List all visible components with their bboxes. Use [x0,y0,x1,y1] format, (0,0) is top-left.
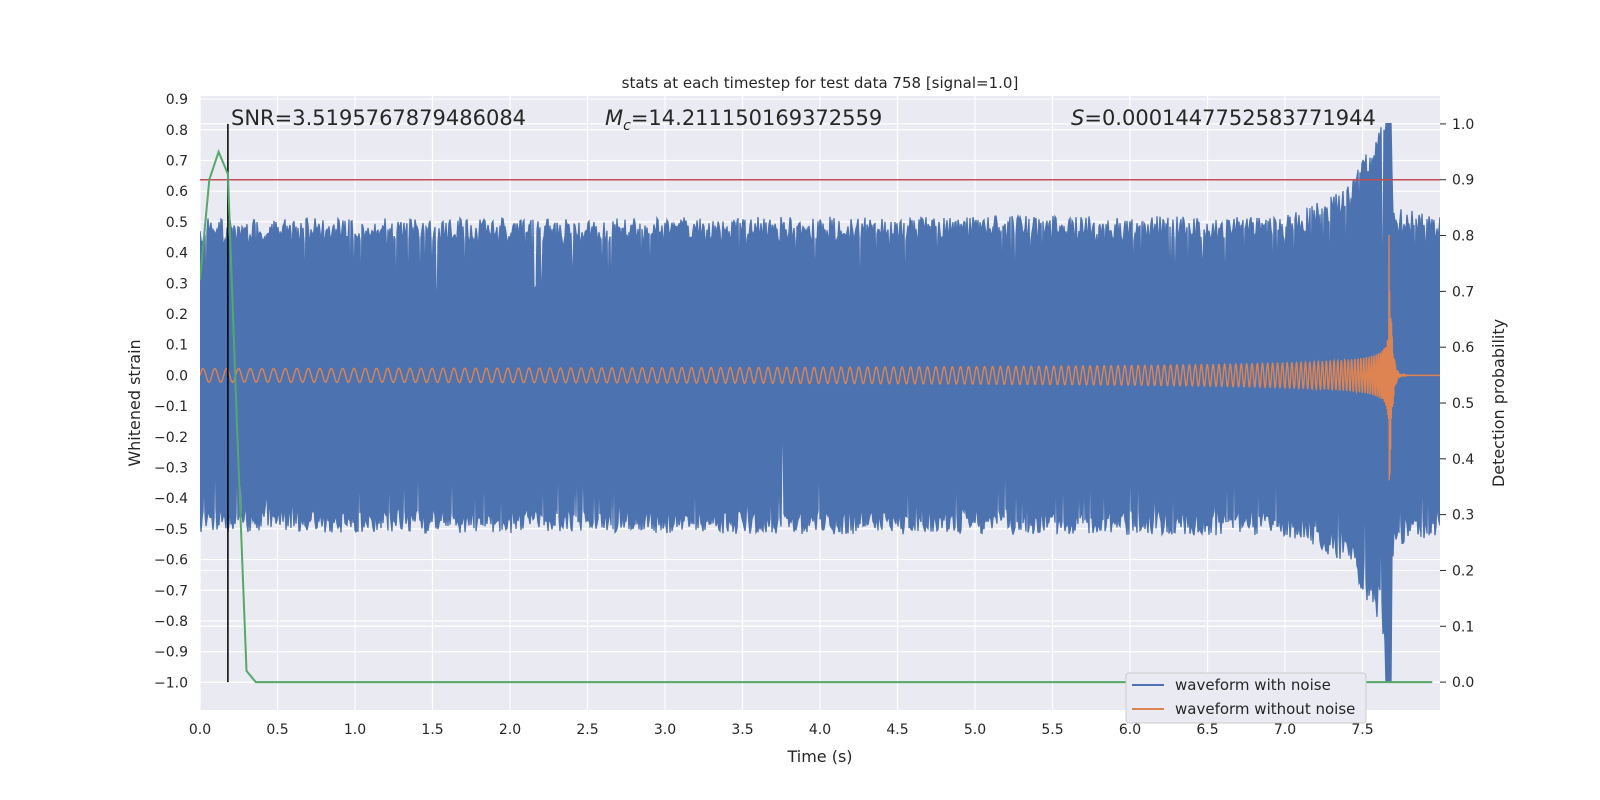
x-tick-label: 3.5 [731,722,753,738]
right-y-tick-label: 0.3 [1452,508,1474,524]
left-y-tick-label: −0.5 [154,522,188,538]
chirp-mass-symbol: M [605,106,623,130]
left-y-tick-label: −0.7 [154,583,188,599]
left-y-tick-label: −0.2 [154,430,188,446]
left-y-tick-label: 0.3 [166,276,188,292]
x-tick-label: 1.0 [344,722,366,738]
chirp-mass-value: =14.211150169372559 [631,106,882,130]
right-y-axis-label: Detection probability [1489,319,1508,487]
x-tick-label: 2.0 [499,722,521,738]
left-y-tick-label: 0.2 [166,307,188,323]
snr-s-annotation: S=0.0001447752583771944 [1071,106,1376,130]
right-y-tick-label: 0.1 [1452,619,1474,635]
right-y-tick-label: 0.0 [1452,675,1474,691]
x-tick-label: 6.5 [1196,722,1218,738]
s-symbol: S [1071,106,1084,130]
x-tick-label: 7.5 [1351,722,1373,738]
x-tick-label: 3.0 [654,722,676,738]
left-y-tick-label: −0.3 [154,460,188,476]
left-y-tick-label: −0.4 [154,491,188,507]
left-y-tick-label: 0.9 [166,92,188,108]
right-y-tick-label: 0.6 [1452,340,1474,356]
right-y-tick-label: 0.5 [1452,396,1474,412]
right-y-tick-label: 0.2 [1452,563,1474,579]
right-y-tick-label: 0.4 [1452,452,1474,468]
x-axis-label: Time (s) [786,747,852,766]
x-axis-ticks: 0.0 0.5 1.0 1.5 2.0 2.5 3.0 3.5 4.0 4.5 5.0 5.5 6.0 6… [189,722,1374,738]
chirp-mass-subscript: c [623,118,631,134]
left-y-tick-label: 0.0 [166,368,188,384]
waveform-with-noise-fill [200,123,1440,683]
left-y-axis-label: Whitened strain [125,339,144,466]
legend: waveform with noise waveform without noi… [1125,672,1367,724]
x-tick-label: 2.5 [576,722,598,738]
left-y-tick-label: −1.0 [154,675,188,691]
right-y-tick-label: 0.7 [1452,284,1474,300]
left-y-tick-label: −0.6 [154,553,188,569]
left-y-tick-label: 0.7 [166,153,188,169]
left-y-tick-label: 0.6 [166,184,188,200]
chart-title: stats at each timestep for test data 758… [622,74,1019,92]
legend-label-clean: waveform without noise [1175,700,1355,718]
detection-probability-series [200,148,1433,684]
x-tick-label: 0.0 [189,722,211,738]
left-y-tick-label: 0.5 [166,215,188,231]
left-y-tick-label: 0.4 [166,246,188,262]
legend-label-noise: waveform with noise [1175,676,1331,694]
s-value: =0.0001447752583771944 [1084,106,1376,130]
right-y-tick-label: 1.0 [1452,117,1474,133]
x-tick-label: 5.0 [964,722,986,738]
legend-box [1125,672,1367,724]
x-tick-label: 0.5 [266,722,288,738]
left-y-tick-label: 0.1 [166,338,188,354]
x-tick-label: 4.0 [809,722,831,738]
chirp-mass-annotation: Mc=14.211150169372559 [605,106,882,134]
right-y-axis-ticks: 1.0 0.9 0.8 0.7 0.6 0.5 0.4 0.3 0.2 0.1 0.0 [1440,117,1474,691]
right-y-tick-label: 0.9 [1452,173,1474,189]
left-y-tick-label: 0.8 [166,123,188,139]
x-tick-label: 7.0 [1274,722,1296,738]
left-y-tick-label: −0.9 [154,645,188,661]
x-tick-label: 1.5 [421,722,443,738]
waveform-without-noise-series [200,234,1440,481]
x-tick-label: 5.5 [1041,722,1063,738]
x-tick-label: 4.5 [886,722,908,738]
snr-annotation: SNR=3.5195767879486084 [231,106,526,130]
left-y-tick-label: −0.8 [154,614,188,630]
left-y-tick-label: −0.1 [154,399,188,415]
x-tick-label: 6.0 [1119,722,1141,738]
left-y-axis-ticks: 0.9 0.8 0.7 0.6 0.5 0.4 0.3 0.2 0.1 0.0 −0.1 −0.2 −0… [154,92,188,691]
waveform-with-noise-series [200,122,1440,684]
right-y-tick-label: 0.8 [1452,229,1474,245]
